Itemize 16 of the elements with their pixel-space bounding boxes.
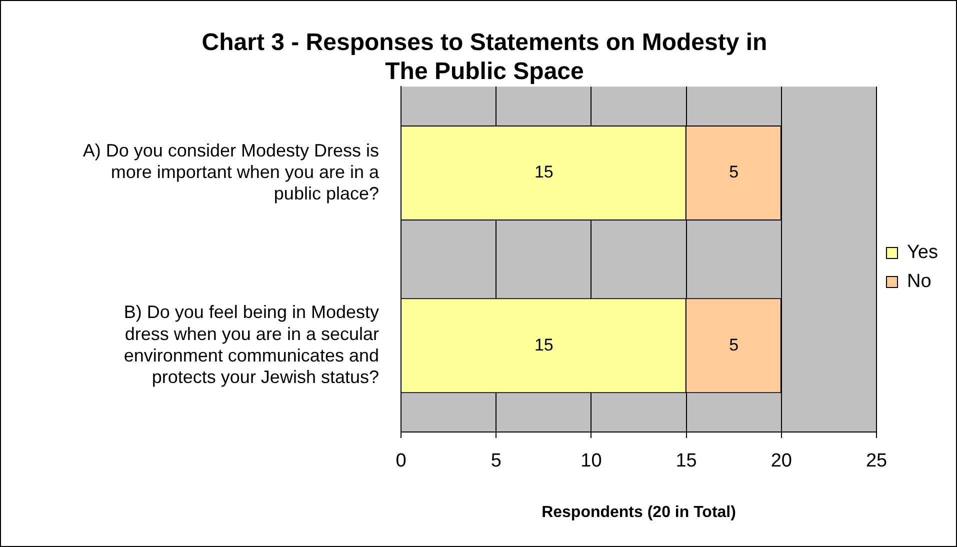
data-label: 5: [729, 162, 739, 182]
x-tick-label: 0: [396, 450, 406, 472]
x-tick-label: 25: [866, 450, 888, 472]
data-label: 15: [534, 335, 554, 354]
data-label: 5: [729, 335, 739, 354]
x-tick-label: 10: [580, 450, 602, 472]
legend-label: No: [907, 271, 932, 292]
legend-label: Yes: [907, 242, 938, 264]
y-tick-label: B) Do you feel being in Modesty dress when you are in a secular environment communicates and protects your Jewish status?: [124, 302, 379, 388]
chart-title: Chart 3 - Responses to Statements on Modesty in The Public Space: [202, 29, 768, 85]
data-label: 15: [534, 162, 554, 182]
x-tick-label: 20: [770, 450, 792, 472]
x-tick-label: 5: [490, 450, 502, 472]
x-tick-label: 15: [676, 450, 697, 472]
y-tick-label: A) Do you consider Modesty Dress is more important when you are in a public place?: [82, 140, 380, 204]
x-axis-title: Respondents (20 in Total): [542, 504, 736, 521]
